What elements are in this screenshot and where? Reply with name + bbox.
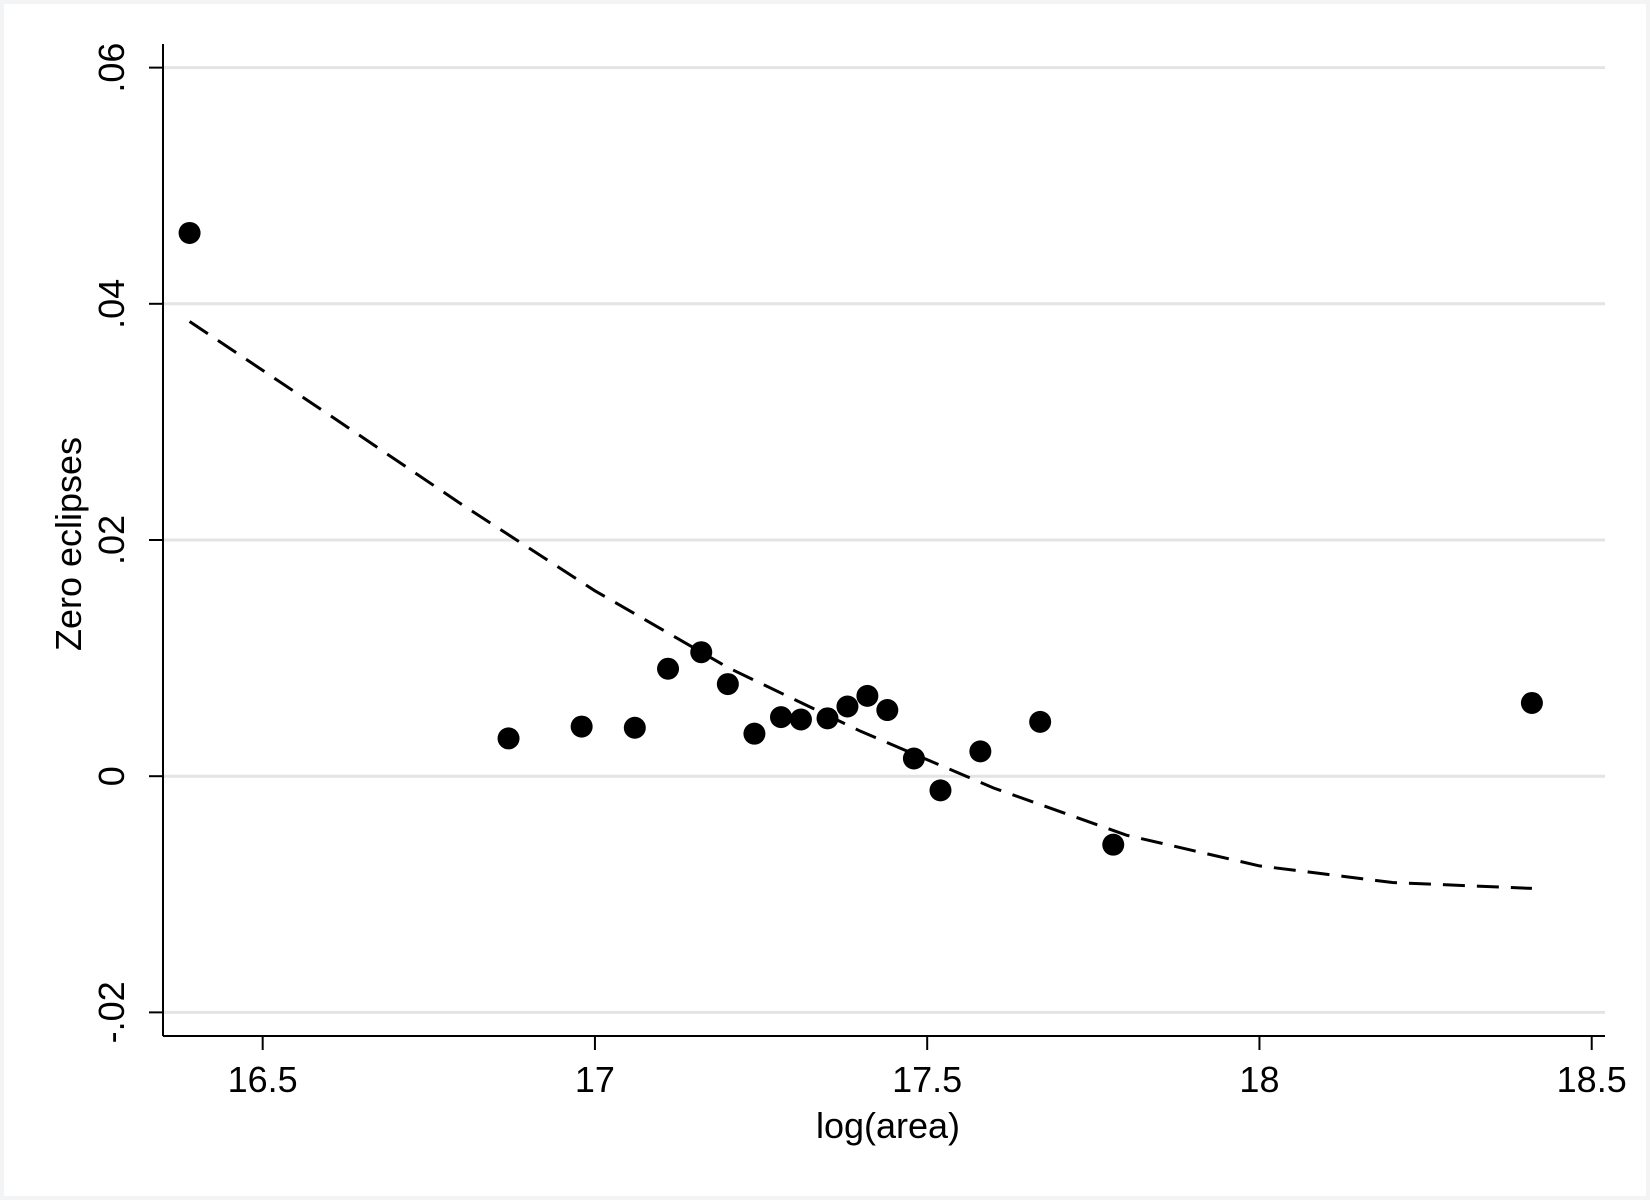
data-point-17 <box>1029 710 1052 733</box>
data-point-4 <box>657 657 680 680</box>
data-point-15 <box>929 779 952 802</box>
data-point-13 <box>876 699 899 722</box>
data-point-18 <box>1102 833 1125 856</box>
fit-line-group <box>188 320 1532 890</box>
data-point-10 <box>816 707 839 730</box>
x-tick-label-3: 18 <box>1239 1059 1279 1100</box>
data-point-12 <box>856 684 879 707</box>
data-point-19 <box>1520 691 1543 714</box>
x-tick-label-1: 17 <box>575 1059 615 1100</box>
data-point-6 <box>716 673 739 696</box>
y-axis-title: Zero eclipses <box>48 437 89 651</box>
data-point-2 <box>570 715 593 738</box>
fit-line <box>188 320 1532 890</box>
y-tick-label-0: -.02 <box>91 981 132 1043</box>
x-axis-title: log(area) <box>816 1105 960 1146</box>
data-point-8 <box>770 706 792 729</box>
y-ticks: -.02 0 .02 .04 .06 <box>91 43 163 1043</box>
data-point-1 <box>497 727 520 750</box>
data-point-3 <box>623 716 646 739</box>
x-tick-label-2: 17.5 <box>892 1059 962 1100</box>
gridlines <box>163 66 1605 1014</box>
data-point-0 <box>178 221 201 244</box>
scatter-chart: 16.5 17 17.5 18 18.5 -.02 0 .02 .04 .06 log(area… <box>48 43 1627 1146</box>
data-points <box>178 221 1543 856</box>
y-tick-label-1: 0 <box>91 766 132 786</box>
data-point-16 <box>969 740 992 763</box>
data-point-14 <box>902 747 925 770</box>
x-tick-label-4: 18.5 <box>1557 1059 1627 1100</box>
data-point-5 <box>690 641 713 664</box>
x-ticks: 16.5 17 17.5 18 18.5 <box>228 1036 1627 1100</box>
y-tick-label-2: .02 <box>91 515 132 565</box>
y-tick-label-3: .04 <box>91 279 132 329</box>
data-point-7 <box>743 722 766 745</box>
y-tick-label-4: .06 <box>91 43 132 93</box>
chart-frame: 16.5 17 17.5 18 18.5 -.02 0 .02 .04 .06 log(area… <box>4 4 1646 1196</box>
data-point-9 <box>789 708 812 731</box>
x-tick-label-0: 16.5 <box>228 1059 298 1100</box>
data-point-11 <box>836 695 859 718</box>
